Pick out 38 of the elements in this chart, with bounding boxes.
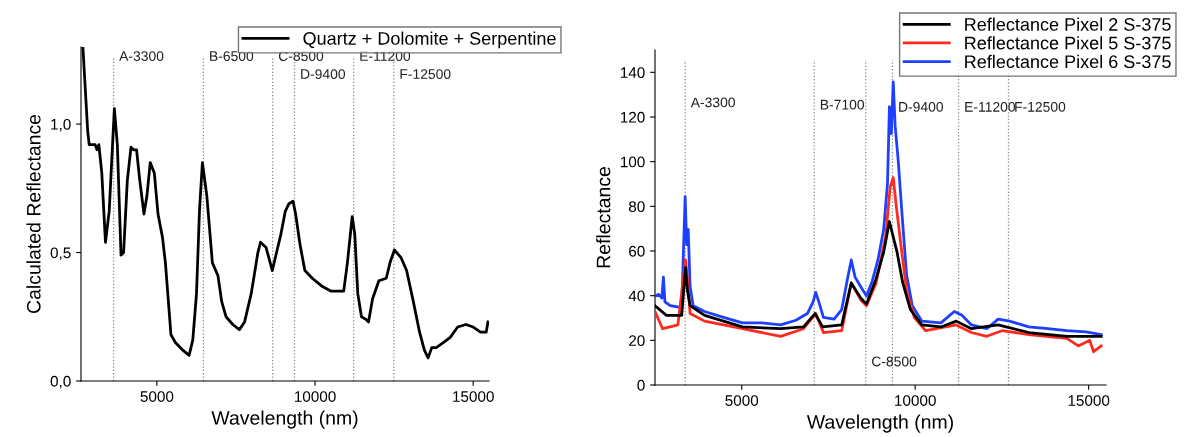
x-tick-label: 10000 (895, 395, 936, 406)
annotation: F-12500 (1015, 101, 1066, 112)
x-tick-label: 15000 (453, 391, 494, 402)
annotation: A-3300 (690, 97, 735, 108)
annotation: A-3300 (119, 51, 164, 62)
line-series (655, 80, 1103, 336)
y-tick-label: 60 (629, 245, 645, 257)
annotation: C-8500 (278, 51, 324, 62)
annotation: E-11200 (965, 101, 1016, 112)
annotation: F-12500 (400, 69, 451, 79)
legend-label: Reflectance Pixel 2 S-375 (965, 17, 1171, 31)
legend-label: Reflectance Pixel 5 S-375 (965, 36, 1171, 50)
legend-label: Quartz + Dolomite + Serpentine (303, 31, 556, 49)
x-tick-label: 5000 (725, 395, 759, 406)
y-axis-title: Calculated Reflectance (26, 114, 41, 313)
legend-label: Reflectance Pixel 6 S-375 (965, 54, 1171, 69)
annotation: C-8500 (872, 356, 917, 367)
annotation: B-6500 (210, 51, 254, 62)
x-tick-label: 10000 (294, 391, 336, 402)
annotation: D-9400 (899, 101, 944, 112)
y-tick-label: 80 (628, 201, 645, 213)
y-axis-title: Reflectance (596, 167, 611, 268)
y-tick-label: 20 (629, 335, 645, 347)
y-tick-label: 0,5 (50, 247, 71, 261)
y-tick-label: 100 (620, 156, 645, 168)
annotation: B-7100 (820, 99, 865, 110)
y-tick-label: 0 (637, 379, 645, 391)
annotation: E-11200 (360, 51, 411, 62)
y-tick-label: 40 (628, 290, 645, 302)
y-tick-label: 1,0 (51, 118, 71, 132)
x-tick-label: 5000 (140, 391, 174, 402)
x-axis-title: Wavelength (nm) (806, 414, 953, 433)
y-tick-label: 0,0 (50, 375, 71, 389)
y-tick-label: 120 (620, 111, 645, 123)
x-tick-label: 15000 (1068, 395, 1110, 406)
y-tick-label: 140 (620, 67, 645, 79)
x-axis-title: Wavelength (nm) (211, 410, 358, 429)
annotation: D-9400 (301, 69, 346, 79)
